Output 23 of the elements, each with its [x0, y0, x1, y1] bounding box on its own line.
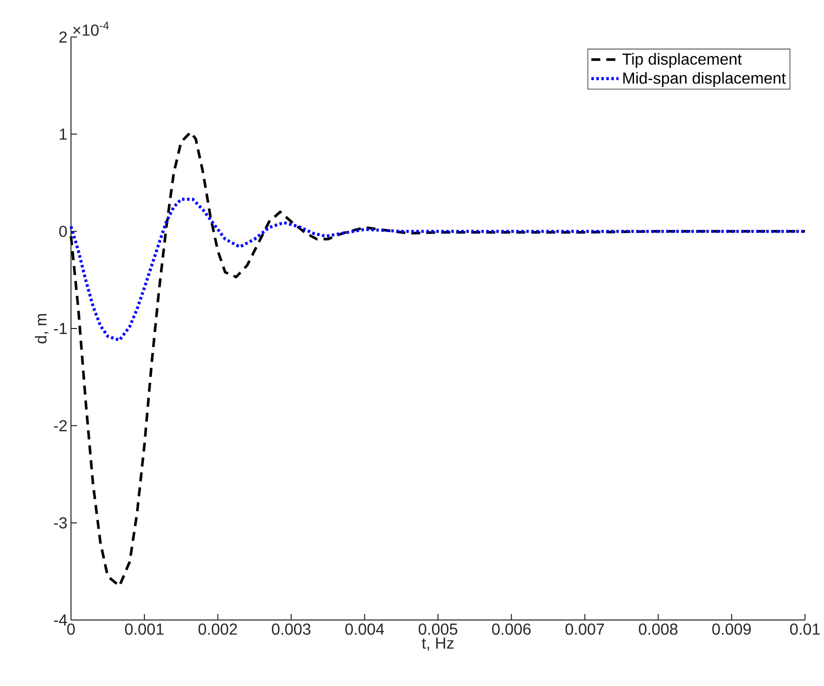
x-tick-label: 0.01 [790, 624, 820, 635]
x-tick-label: 0.005 [418, 624, 458, 635]
y-tick-label: -1 [54, 323, 67, 334]
x-tick-label: 0.002 [198, 624, 237, 635]
legend-label: Tip displacement [622, 53, 742, 68]
legend-label: Mid-span displacement [623, 72, 786, 87]
y-tick-label: 2 [59, 31, 67, 43]
x-tick-label: 0 [67, 624, 75, 635]
y-tick-label: -3 [54, 517, 67, 528]
x-tick-label: 0.009 [712, 624, 751, 635]
x-tick-label: 0.008 [638, 624, 678, 635]
x-axis-title: t, Hz [422, 638, 454, 651]
x-tick-label: 0.004 [345, 624, 384, 635]
x-tick-label: 0.003 [272, 624, 310, 635]
y-tick-label: -2 [54, 420, 67, 432]
y-axis-title: d, m [34, 314, 48, 344]
y-tick-label: -4 [54, 614, 68, 626]
y-tick-label: 0 [59, 226, 67, 237]
x-tick-label: 0.006 [492, 624, 531, 635]
y-tick-label: 1 [60, 128, 67, 140]
x-tick-label: 0.001 [125, 624, 164, 635]
text: ×10$^{-4}$ [73, 22, 109, 36]
x-tick-label: 0.007 [565, 624, 604, 635]
